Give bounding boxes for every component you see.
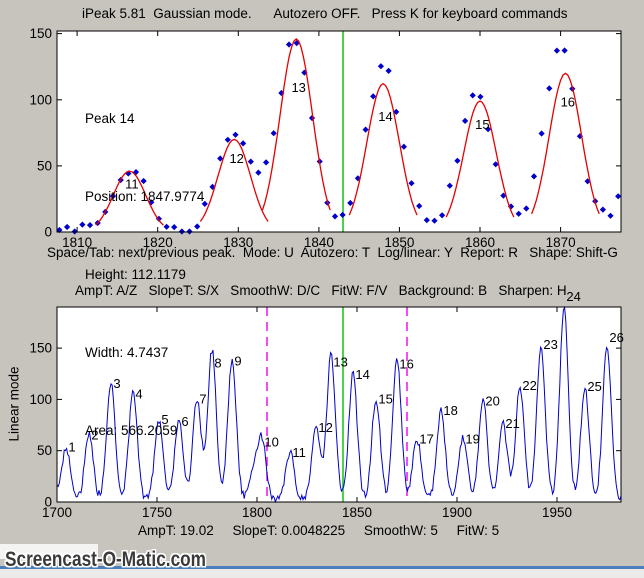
peak-info-line: Height: 112.1179 [85, 267, 186, 282]
gaussian-fit-curve [261, 38, 331, 211]
peak-number-label: 11 [292, 445, 306, 460]
y-tick-label: 0 [44, 225, 52, 240]
peak-number-label: 15 [378, 392, 392, 407]
peak-number-label: 16 [399, 357, 413, 372]
y-tick-label: 100 [29, 92, 52, 107]
peak-info-line: Width: 4.7437 [85, 345, 169, 360]
peak-number-label: 25 [587, 379, 601, 394]
peak-number-label: 24 [566, 289, 580, 304]
peak-number-label: 4 [135, 386, 142, 401]
y-tick-label: 50 [37, 443, 52, 458]
peak-number-label: 22 [522, 378, 536, 393]
y-tick-label: 150 [29, 341, 52, 356]
x-tick-label: 1800 [242, 505, 272, 520]
peak-number-label: 12 [318, 420, 332, 435]
peak-number-label: 26 [609, 330, 623, 345]
x-tick-label: 1810 [62, 235, 92, 250]
x-tick-label: 1870 [546, 235, 576, 250]
peak-number-label: 19 [465, 432, 479, 447]
y-tick-label: 100 [29, 392, 52, 407]
x-tick-label: 1830 [223, 235, 253, 250]
peak-number-label: 5 [161, 412, 168, 427]
peak-number-label: 12 [229, 151, 243, 166]
x-tick-label: 1750 [142, 505, 172, 520]
x-tick-label: 1840 [304, 235, 334, 250]
peak-number-label: 6 [181, 414, 188, 429]
watermark-strip [0, 569, 644, 578]
peak-number-label: 3 [113, 376, 120, 391]
peak-info-line: Area: 566.2059 [85, 423, 178, 438]
gaussian-fit-curve [199, 138, 269, 222]
peak-number-label: 21 [505, 416, 519, 431]
watermark-box [0, 544, 98, 559]
x-tick-label: 1900 [442, 505, 472, 520]
gaussian-plot-area[interactable] [57, 31, 621, 232]
y-axis-label: Linear mode [6, 366, 22, 442]
y-tick-label: 0 [44, 495, 52, 510]
peak-number-label: 13 [291, 80, 305, 95]
peak-number-label: 14 [378, 109, 392, 124]
peak-number-label: 17 [419, 432, 433, 447]
plot-title: iPeak 5.81 Gaussian mode. Autozero OFF. … [82, 6, 568, 21]
x-tick-label: 1860 [465, 235, 495, 250]
peak-number-label: 23 [543, 337, 557, 352]
peak-number-label: 13 [333, 355, 347, 370]
parameter-values: AmpT: 19.02 SlopeT: 0.0048225 SmoothW: 5… [138, 523, 500, 538]
x-tick-label: 1850 [342, 505, 372, 520]
peak-info-line: Peak 14 [85, 111, 135, 126]
gaussian-fit-curve [95, 170, 164, 226]
peak-number-label: 10 [264, 435, 278, 450]
peak-number-label: 14 [355, 367, 369, 382]
peak-number-label: 16 [561, 94, 575, 109]
x-tick-label: 1700 [42, 505, 72, 520]
peak-number-label: 7 [199, 392, 206, 407]
peak-number-label: 1 [68, 440, 75, 455]
y-tick-label: 150 [29, 26, 52, 41]
gaussian-fit-curve [348, 82, 418, 216]
y-tick-label: 50 [37, 158, 52, 173]
peak-number-label: 15 [475, 117, 489, 132]
gaussian-fit-curve [445, 100, 515, 218]
peak-info-line: Position: 1847.9774 [85, 189, 205, 204]
keyboard-hints-bottom: AmpT: A/Z SlopeT: S/X SmoothW: D/C FitW:… [75, 283, 567, 298]
gaussian-fit-curve [530, 72, 600, 215]
peak-number-label: 9 [234, 354, 241, 369]
peak-number-label: 2 [91, 427, 98, 442]
peak-number-label: 11 [125, 176, 139, 191]
signal-trace [56, 305, 622, 504]
x-tick-label: 1950 [542, 505, 572, 520]
peak-number-label: 20 [485, 394, 499, 409]
peak-number-label: 18 [443, 403, 457, 418]
watermark-text: Screencast-O-Matic.com [5, 548, 206, 571]
peak-number-label: 8 [214, 356, 221, 371]
peak-info-box: Peak 14 Position: 1847.9774 Height: 112.… [85, 54, 204, 496]
x-tick-label: 1850 [384, 235, 414, 250]
watermark-line [0, 566, 644, 569]
x-tick-label: 1820 [143, 235, 173, 250]
keyboard-hints-top: Space/Tab: next/previous peak. Mode: U A… [47, 245, 618, 260]
